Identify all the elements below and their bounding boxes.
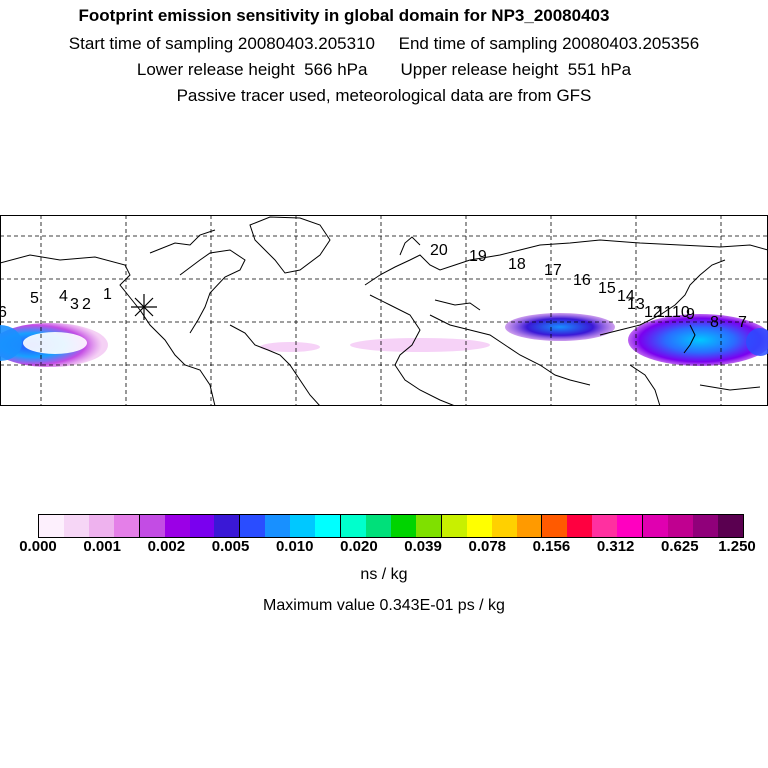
colorbar-swatch <box>214 515 241 537</box>
sampling-time-line: Start time of sampling 20080403.205310 E… <box>68 34 700 53</box>
colorbar-swatch <box>365 515 391 537</box>
colorbar-swatch <box>717 515 743 537</box>
colorbar-tick-label: 0.078 <box>468 538 507 555</box>
colorbar-swatch <box>390 515 416 537</box>
trajectory-label: 13 <box>627 296 645 313</box>
plume-africa <box>350 338 490 352</box>
colorbar-tick-label: 0.001 <box>83 538 121 555</box>
trajectory-label: 17 <box>544 262 562 279</box>
colorbar-tick-label: 0.005 <box>211 538 250 555</box>
trajectory-label: 3 <box>70 296 79 313</box>
trajectory-label: 4 <box>59 288 68 305</box>
plume-central-asia <box>505 313 615 341</box>
colorbar-tick-label: 0.039 <box>404 538 442 555</box>
trajectory-label: 16 <box>573 272 591 289</box>
coastlines <box>0 216 768 406</box>
max-value-label: Maximum value 0.343E-01 ps / kg <box>263 597 505 614</box>
colorbar-tick-label: 0.002 <box>147 538 186 555</box>
colorbar-swatch <box>189 515 215 537</box>
trajectory-label: 1 <box>103 286 112 303</box>
trajectory-label: 2 <box>82 296 91 313</box>
trajectory-label: 20 <box>430 242 448 259</box>
colorbar-swatch <box>113 515 140 537</box>
colorbar-tick-label: 0.010 <box>275 538 314 555</box>
trajectory-label: 14 <box>617 288 635 305</box>
trajectory-label: 15 <box>598 280 616 297</box>
release-site-star <box>131 294 157 320</box>
map-frame <box>0 215 768 406</box>
colorbar-swatch <box>39 515 64 537</box>
trajectory-label: 10 <box>672 304 690 321</box>
colorbar-swatch <box>643 515 669 537</box>
tracer-info-line: Passive tracer used, meteorological data… <box>176 86 592 105</box>
colorbar-swatch <box>164 515 190 537</box>
colorbar-swatch <box>315 515 342 537</box>
trajectory-label: 5 <box>30 290 39 307</box>
colorbar-swatch <box>491 515 517 537</box>
colorbar-tick-label: 0.000 <box>19 538 57 555</box>
colorbar-swatch <box>88 515 114 537</box>
world-map-panel: 6 5 4 3 2 1 20 19 18 17 16 15 14 13 12 11 10 9 8 7 <box>0 215 768 406</box>
plume-pacific-east-hole <box>23 332 87 354</box>
colorbar <box>38 514 744 538</box>
colorbar-swatch <box>290 515 316 537</box>
colorbar-swatch <box>341 515 366 537</box>
colorbar-tick-label: 1.250 <box>718 538 756 555</box>
trajectory-label: 18 <box>508 256 526 273</box>
trajectory-label: 12 <box>644 304 662 321</box>
colorbar-swatch <box>63 515 89 537</box>
colorbar-swatch <box>692 515 718 537</box>
trajectory-label: 8 <box>710 314 719 331</box>
colorbar-swatch <box>668 515 693 537</box>
colorbar-swatch <box>567 515 593 537</box>
colorbar-swatch <box>415 515 442 537</box>
colorbar-tick-label: 0.156 <box>532 538 571 555</box>
graticule <box>0 215 768 406</box>
colorbar-tick-label: 0.020 <box>340 538 378 555</box>
colorbar-swatch <box>617 515 644 537</box>
colorbar-swatch <box>441 515 467 537</box>
colorbar-swatch <box>592 515 618 537</box>
colorbar-swatch <box>240 515 266 537</box>
trajectory-label: 9 <box>686 306 695 323</box>
trajectory-label: 19 <box>469 248 487 265</box>
colorbar-tick-label: 0.625 <box>661 538 699 555</box>
trajectory-label: 7 <box>738 314 747 331</box>
units-label: ns / kg <box>360 566 408 583</box>
colorbar-swatch <box>139 515 165 537</box>
plot-title: Footprint emission sensitivity in global… <box>78 6 610 25</box>
trajectory-label: 11 <box>656 304 673 321</box>
release-height-line: Lower release height 566 hPa Upper relea… <box>136 60 632 79</box>
colorbar-tick-label: 0.312 <box>596 538 635 555</box>
footprint-plumes <box>0 313 768 367</box>
colorbar-swatch <box>516 515 543 537</box>
plume-pacific-west <box>628 314 768 366</box>
colorbar-swatch <box>466 515 492 537</box>
colorbar-swatch <box>265 515 291 537</box>
world-map <box>0 215 768 406</box>
trajectory-label: 6 <box>0 304 7 321</box>
colorbar-swatch <box>542 515 568 537</box>
